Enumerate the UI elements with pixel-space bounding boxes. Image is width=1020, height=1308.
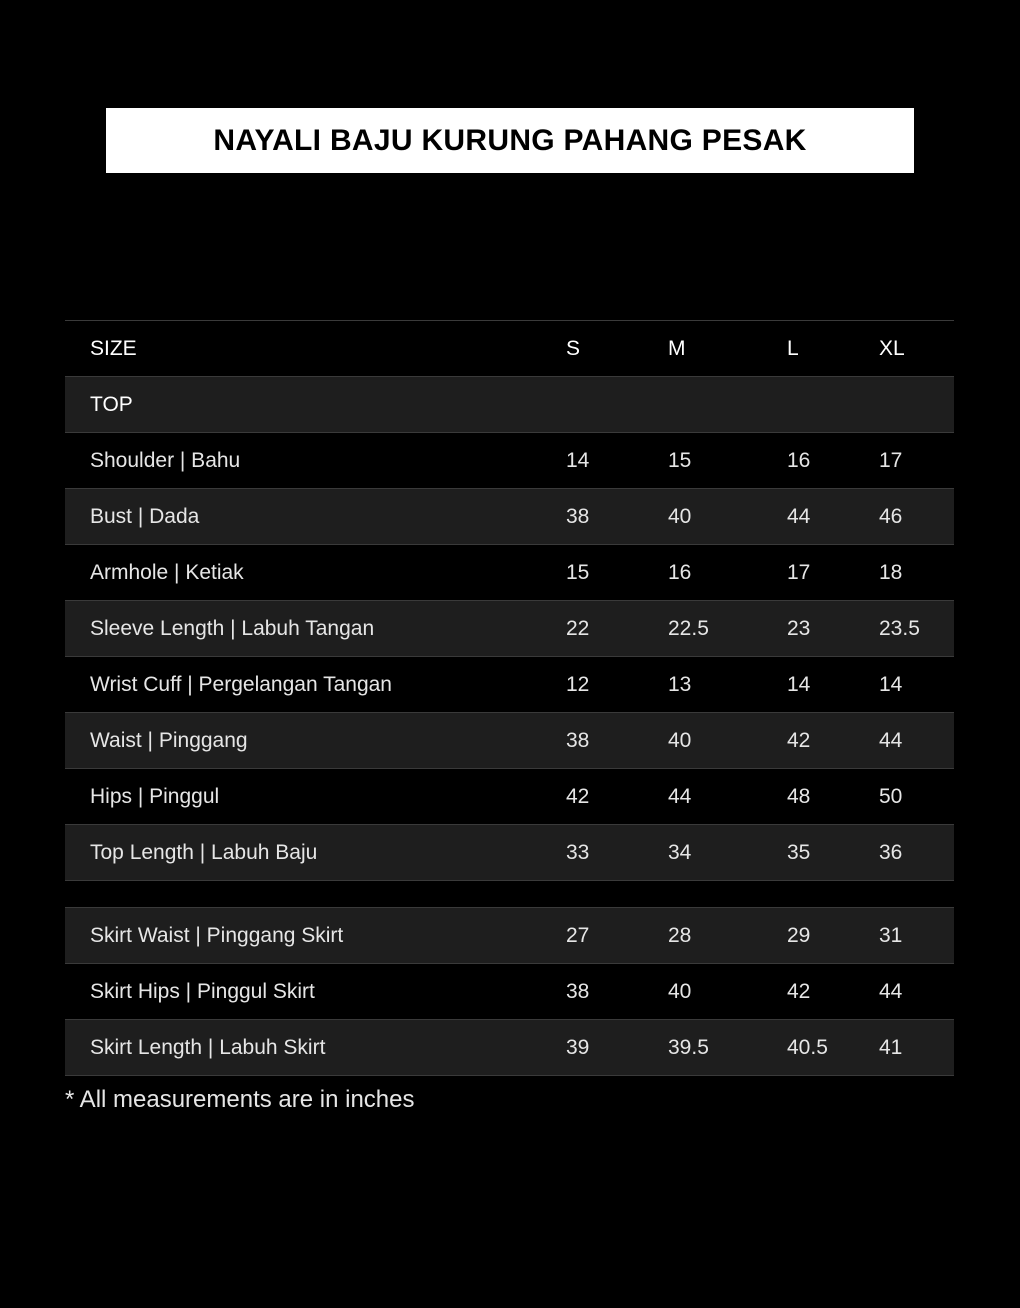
footnote: * All measurements are in inches [65,1086,415,1113]
measurement-value: 28 [668,923,692,947]
measurement-value: 46 [879,504,903,528]
measurement-label: Armhole | Ketiak [90,560,244,584]
measurement-label: Shoulder | Bahu [90,448,241,472]
table-row: Sleeve Length | Labuh Tangan 22 22.5 23 23.5 [65,601,954,657]
measurement-value: 35 [787,840,811,864]
measurement-value: 22.5 [668,616,709,640]
measurement-value: 17 [787,560,811,584]
measurement-value: 14 [787,672,811,696]
header-row: SIZE S M L XL [65,321,954,377]
measurement-value: 44 [787,504,811,528]
measurement-value: 44 [879,979,903,1003]
table-row: Wrist Cuff | Pergelangan Tangan 12 13 14 14 [65,657,954,713]
measurement-value: 40 [668,979,692,1003]
measurement-label: Waist | Pinggang [90,728,248,752]
measurement-value: 15 [566,560,590,584]
measurement-value: 39.5 [668,1035,709,1059]
measurement-value: 14 [566,448,590,472]
measurement-value: 16 [787,448,811,472]
measurement-value: 18 [879,560,903,584]
measurement-value: 22 [566,616,590,640]
header-cell: S [566,336,581,360]
measurement-label: Wrist Cuff | Pergelangan Tangan [90,672,392,696]
measurement-value: 42 [787,979,811,1003]
table-row: Skirt Length | Labuh Skirt 39 39.5 40.5 41 [65,1020,954,1076]
table-row: Shoulder | Bahu 14 15 16 17 [65,433,954,489]
section-label: TOP [90,392,133,416]
measurement-value: 48 [787,784,811,808]
measurement-value: 27 [566,923,590,947]
table-row: Bust | Dada 38 40 44 46 [65,489,954,545]
measurement-value: 40.5 [787,1035,828,1059]
table-row: Skirt Waist | Pinggang Skirt 27 28 29 31 [65,908,954,964]
measurement-label: Hips | Pinggul [90,784,220,808]
measurement-value: 38 [566,728,590,752]
table-row: Hips | Pinggul 42 44 48 50 [65,769,954,825]
size-table-skirt: Skirt Waist | Pinggang Skirt 27 28 29 31 Skir… [65,907,954,1076]
measurement-value: 23.5 [879,616,920,640]
measurement-value: 40 [668,504,692,528]
measurement-value: 29 [787,923,811,947]
measurement-label: Bust | Dada [90,504,200,528]
measurement-value: 23 [787,616,811,640]
measurement-value: 17 [879,448,903,472]
header-cell: XL [879,336,905,360]
measurement-value: 38 [566,979,590,1003]
header-cell: SIZE [90,336,137,360]
measurement-value: 50 [879,784,903,808]
header-cell: M [668,336,686,360]
measurement-label: Skirt Hips | Pinggul Skirt [90,979,315,1003]
measurement-value: 39 [566,1035,590,1059]
table-row: Skirt Hips | Pinggul Skirt 38 40 42 44 [65,964,954,1020]
measurement-value: 40 [668,728,692,752]
measurement-label: Top Length | Labuh Baju [90,840,318,864]
measurement-label: Skirt Waist | Pinggang Skirt [90,923,344,947]
measurement-value: 14 [879,672,903,696]
measurement-value: 42 [566,784,590,808]
measurement-value: 31 [879,923,903,947]
table-row: Waist | Pinggang 38 40 42 44 [65,713,954,769]
measurement-value: 41 [879,1035,903,1059]
measurement-label: Skirt Length | Labuh Skirt [90,1035,326,1059]
measurement-value: 16 [668,560,692,584]
header-cell: L [787,336,799,360]
table-row: Top Length | Labuh Baju 33 34 35 36 [65,825,954,881]
measurement-value: 15 [668,448,692,472]
size-table-top: SIZE S M L XL TOP Shoulder | Bahu 14 15 16 1… [65,320,954,881]
measurement-value: 12 [566,672,590,696]
section-row-top: TOP [65,377,954,433]
measurement-value: 42 [787,728,811,752]
measurement-value: 36 [879,840,903,864]
measurement-value: 44 [879,728,903,752]
measurement-value: 38 [566,504,590,528]
measurement-value: 33 [566,840,590,864]
measurement-value: 13 [668,672,692,696]
measurement-label: Sleeve Length | Labuh Tangan [90,616,375,640]
measurement-value: 44 [668,784,692,808]
page-title: NAYALI BAJU KURUNG PAHANG PESAK [106,108,914,173]
measurement-value: 34 [668,840,692,864]
table-row: Armhole | Ketiak 15 16 17 18 [65,545,954,601]
